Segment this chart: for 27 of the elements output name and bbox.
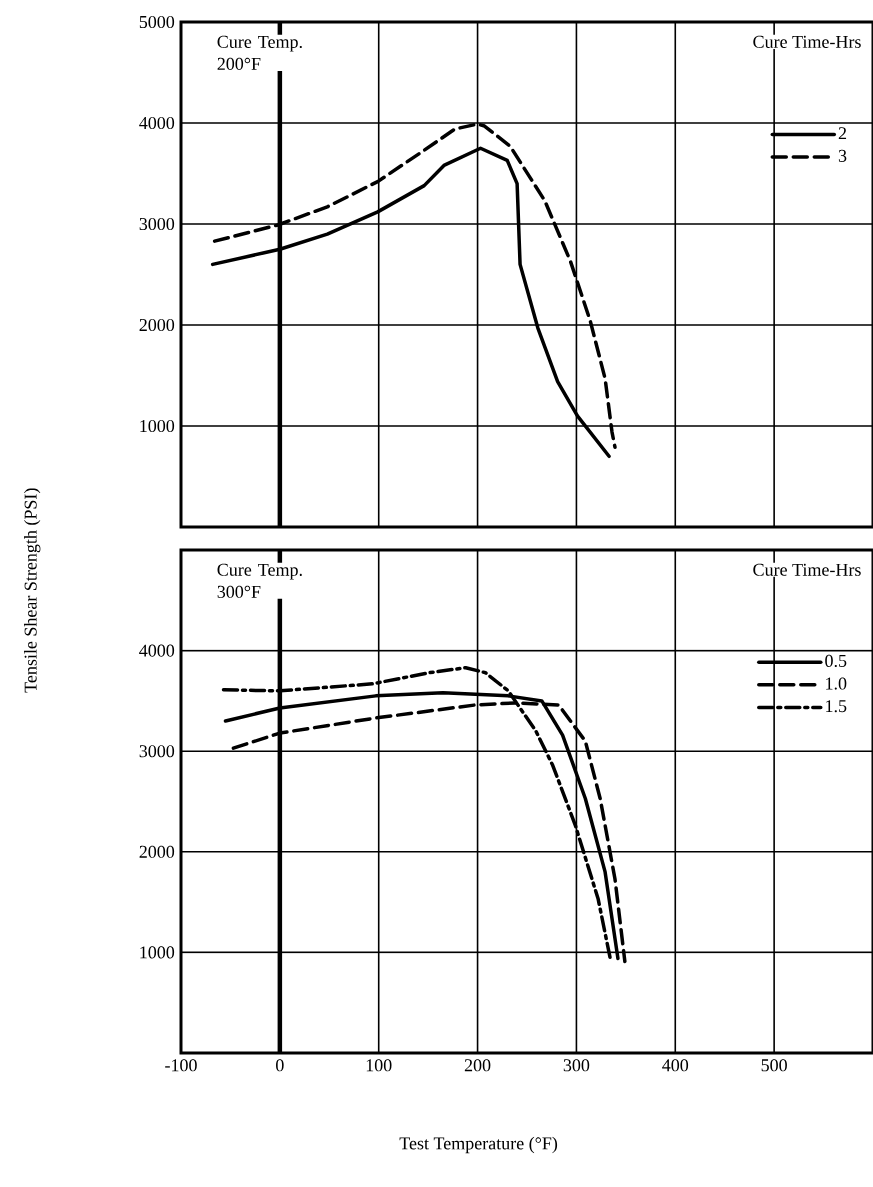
legend-title: Cure Time-Hrs <box>753 563 861 576</box>
y-tick-label: 3000 <box>139 745 175 758</box>
legend-label: 3 <box>838 149 847 162</box>
y-tick-label: 1000 <box>140 419 175 433</box>
y-tick-label: 5000 <box>139 15 175 29</box>
y-tick-label: 2000 <box>139 318 175 332</box>
y-tick-label: 4000 <box>139 116 175 130</box>
x-tick-label: 500 <box>761 1059 787 1072</box>
y-tick-label: 3000 <box>139 217 175 231</box>
x-tick-label: 400 <box>662 1059 689 1072</box>
x-tick-label: 200 <box>464 1059 491 1072</box>
y-tick-label: 1000 <box>140 946 175 959</box>
x-tick-label: 100 <box>366 1059 392 1072</box>
legend-label: 1.0 <box>826 677 847 690</box>
text: Cure Temp. 300°F <box>217 563 302 598</box>
legend-label: 1.5 <box>826 700 847 713</box>
x-tick-label: 0 <box>276 1059 284 1072</box>
x-tick-label: 300 <box>563 1059 590 1072</box>
legend-label: 0.5 <box>825 654 847 668</box>
y-tick-label: 4000 <box>139 644 175 657</box>
legend-label: 2 <box>838 127 847 140</box>
legend-title: Cure Time-Hrs <box>753 35 861 48</box>
x-axis-title: Test Temperature (°F) <box>399 1136 558 1154</box>
text: Cure Temp. 200°F <box>217 35 302 70</box>
y-tick-label: 2000 <box>139 845 175 858</box>
y-axis-title: Tensile Shear Strength (PSI) <box>24 488 41 693</box>
x-tick-label: -100 <box>165 1059 197 1072</box>
